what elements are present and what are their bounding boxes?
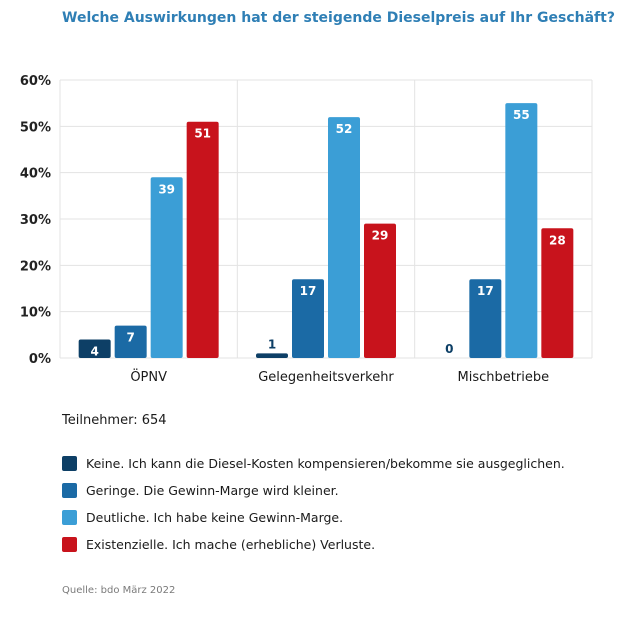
legend-item: Keine. Ich kann die Diesel-Kosten kompen…: [62, 450, 565, 477]
y-tick-label: 10%: [20, 306, 51, 321]
bar: [328, 117, 360, 358]
source-note: Quelle: bdo März 2022: [62, 585, 176, 596]
bar-value-label: 17: [477, 284, 494, 298]
bar-value-label: 51: [194, 127, 211, 141]
bar-value-label: 1: [268, 337, 276, 351]
bar: [78, 339, 111, 358]
bar-value-label: 17: [300, 284, 317, 298]
bar-value-label: 39: [158, 182, 175, 196]
bar-value-label: 7: [126, 331, 134, 345]
x-category-label: Gelegenheitsverkehr: [258, 370, 394, 385]
bar: [541, 228, 574, 358]
legend-item: Deutliche. Ich habe keine Gewinn-Marge.: [62, 504, 565, 531]
legend-label: Geringe. Die Gewinn-Marge wird kleiner.: [86, 483, 339, 498]
legend-label: Keine. Ich kann die Diesel-Kosten kompen…: [86, 456, 565, 471]
bar-value-label: 52: [336, 122, 353, 136]
bar: [292, 279, 324, 358]
y-tick-label: 20%: [20, 259, 51, 274]
legend-label: Existenzielle. Ich mache (erhebliche) Ve…: [86, 537, 376, 552]
legend-swatch: [62, 483, 77, 498]
bar: [114, 325, 147, 358]
y-tick-label: 60%: [20, 74, 51, 89]
legend-swatch: [62, 510, 77, 525]
legend-item: Geringe. Die Gewinn-Marge wird kleiner.: [62, 477, 565, 504]
legend: Keine. Ich kann die Diesel-Kosten kompen…: [62, 450, 565, 558]
bar-chart: 0% 10% 20% 30% 40% 50% 60% 4 7 39 51 ÖPNV 1 17 52 29 Gel…: [20, 74, 593, 385]
bar: [469, 279, 502, 358]
y-tick-label: 0%: [29, 352, 51, 367]
y-tick-label: 30%: [20, 213, 51, 228]
bar: [150, 177, 183, 358]
chart-title: Welche Auswirkungen hat der steigende Di…: [62, 10, 615, 26]
x-category-label: ÖPNV: [130, 368, 167, 385]
y-tick-label: 50%: [20, 120, 51, 135]
y-tick-label: 40%: [20, 167, 51, 182]
bar-value-label: 4: [90, 344, 98, 358]
legend-swatch: [62, 537, 77, 552]
bar-value-label: 28: [549, 233, 566, 247]
bar: [505, 103, 538, 359]
legend-label: Deutliche. Ich habe keine Gewinn-Marge.: [86, 510, 344, 525]
bar-value-label: 0: [445, 342, 453, 356]
bar-value-label: 55: [513, 108, 530, 122]
x-category-label: Mischbetriebe: [458, 370, 550, 385]
legend-swatch: [62, 456, 77, 471]
bar: [186, 121, 219, 358]
participants-count: Teilnehmer: 654: [62, 413, 167, 428]
legend-item: Existenzielle. Ich mache (erhebliche) Ve…: [62, 531, 565, 558]
bar: [256, 353, 288, 358]
bar-value-label: 29: [372, 229, 389, 243]
bar: [364, 223, 396, 358]
